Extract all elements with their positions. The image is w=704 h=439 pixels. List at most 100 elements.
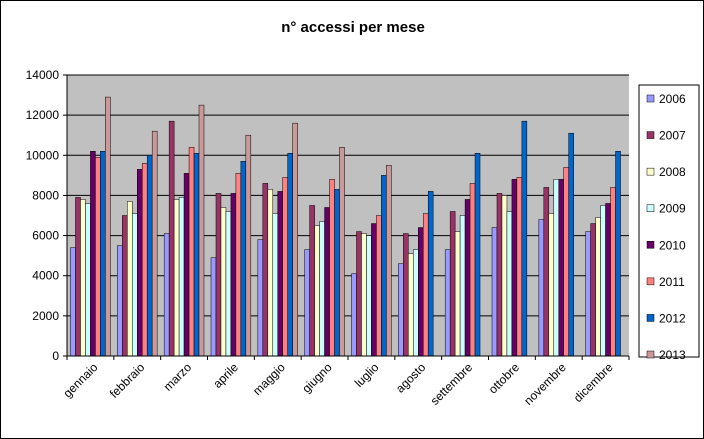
y-tick-label: 12000: [26, 108, 60, 122]
legend-box: [638, 84, 700, 358]
x-tick-label: luglio: [352, 360, 382, 390]
bar: [506, 211, 513, 357]
bar: [80, 199, 86, 357]
y-axis-ticks: 0 2000 4000 6000 8000 10000 12000 14000: [26, 68, 67, 363]
bar: [292, 122, 298, 357]
bar: [100, 151, 106, 357]
bar: [427, 191, 434, 357]
x-tick-label: gennaio: [60, 360, 100, 400]
y-tick-label: 0: [52, 349, 59, 363]
bar: [398, 263, 404, 357]
x-tick-label: aprile: [210, 360, 241, 391]
bar: [615, 151, 621, 357]
legend-label: 2012: [659, 311, 686, 325]
legend-label: 2009: [659, 202, 686, 216]
bar: [381, 175, 387, 357]
bar: [408, 253, 414, 357]
legend-swatch: [646, 94, 655, 103]
bar: [137, 169, 143, 357]
bar: [444, 249, 451, 357]
bar: [511, 179, 518, 357]
bar: [309, 205, 315, 357]
bar: [117, 245, 123, 357]
bar: [339, 147, 345, 357]
y-tick-label: 14000: [26, 68, 60, 82]
gridlines: [67, 74, 629, 317]
legend-label: 2011: [659, 275, 685, 289]
bar: [314, 225, 320, 357]
bar: [75, 197, 81, 357]
bar: [548, 213, 555, 357]
bar: [464, 199, 471, 357]
bar: [105, 96, 111, 357]
bar: [277, 191, 283, 357]
bar: [282, 177, 288, 357]
bar: [168, 120, 175, 357]
bar: [491, 227, 498, 357]
bar: [361, 233, 367, 357]
x-tick-label: ottobre: [486, 360, 523, 397]
bar: [543, 187, 550, 357]
bar: [178, 197, 185, 357]
y-tick-label: 8000: [32, 188, 59, 202]
bar: [501, 195, 508, 357]
bar: [141, 163, 148, 357]
bar: [605, 203, 611, 357]
bar: [469, 183, 476, 357]
bar: [287, 153, 293, 357]
bar: [553, 179, 560, 357]
bar: [334, 189, 340, 357]
bar: [449, 211, 456, 357]
bar: [563, 167, 569, 357]
bar: [496, 193, 503, 357]
bar: [386, 165, 392, 357]
bar: [324, 207, 330, 357]
chart-title: n° accessi per mese: [281, 19, 425, 36]
legend-swatch: [646, 241, 655, 249]
bar: [590, 223, 596, 357]
bar: [351, 273, 357, 357]
legend-label: 2008: [659, 165, 686, 179]
bar: [595, 217, 601, 357]
bar: [183, 173, 190, 357]
bar: [521, 120, 528, 357]
bar: [262, 183, 269, 357]
legend-label: 2006: [659, 92, 686, 106]
bar: [122, 215, 128, 357]
bar: [132, 213, 138, 357]
bar: [319, 221, 325, 357]
bar: [193, 153, 200, 357]
bar: [230, 193, 237, 357]
bar: [329, 179, 335, 357]
bar: [272, 213, 278, 357]
legend-label: 2013: [659, 348, 686, 362]
bar: [403, 233, 409, 357]
legend-label: 2010: [659, 238, 686, 252]
x-tick-label: febbraio: [107, 360, 148, 401]
y-tick-label: 2000: [32, 309, 59, 323]
bar: [366, 235, 372, 357]
bar: [245, 134, 252, 357]
bar: [215, 193, 222, 357]
bar: [568, 132, 574, 357]
bar: [95, 157, 101, 357]
legend-swatch: [646, 204, 655, 212]
bar: [474, 153, 481, 357]
bar: [558, 179, 564, 357]
bar: [173, 199, 180, 357]
legend-label: 2007: [659, 129, 686, 143]
bar: [163, 233, 170, 357]
bar: [371, 223, 377, 357]
bars: [70, 96, 621, 357]
legend-swatch: [646, 350, 655, 359]
bar: [422, 213, 429, 357]
y-tick-label: 10000: [26, 148, 60, 162]
bar: [413, 249, 419, 357]
plot-area: [67, 75, 629, 356]
bar: [235, 173, 242, 357]
bar: [516, 177, 523, 357]
legend-swatch: [646, 131, 655, 139]
x-axis-ticks: gennaio febbraio marzo aprile maggio giugno lu…: [60, 356, 630, 408]
bar: [257, 239, 264, 357]
bar: [376, 215, 382, 357]
